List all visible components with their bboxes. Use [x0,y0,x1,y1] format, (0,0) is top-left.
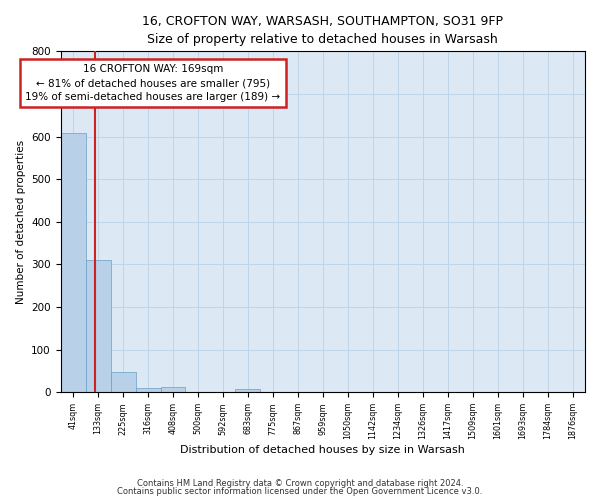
Text: 16 CROFTON WAY: 169sqm
← 81% of detached houses are smaller (795)
19% of semi-de: 16 CROFTON WAY: 169sqm ← 81% of detached… [25,64,281,102]
Y-axis label: Number of detached properties: Number of detached properties [16,140,26,304]
Text: Contains public sector information licensed under the Open Government Licence v3: Contains public sector information licen… [118,487,482,496]
Text: Contains HM Land Registry data © Crown copyright and database right 2024.: Contains HM Land Registry data © Crown c… [137,478,463,488]
X-axis label: Distribution of detached houses by size in Warsash: Distribution of detached houses by size … [181,445,465,455]
Bar [86,260,110,392]
Bar [136,388,161,392]
Bar [235,389,260,392]
Bar [110,372,136,392]
Title: 16, CROFTON WAY, WARSASH, SOUTHAMPTON, SO31 9FP
Size of property relative to det: 16, CROFTON WAY, WARSASH, SOUTHAMPTON, S… [142,15,503,46]
Bar [61,133,86,392]
Bar [161,386,185,392]
